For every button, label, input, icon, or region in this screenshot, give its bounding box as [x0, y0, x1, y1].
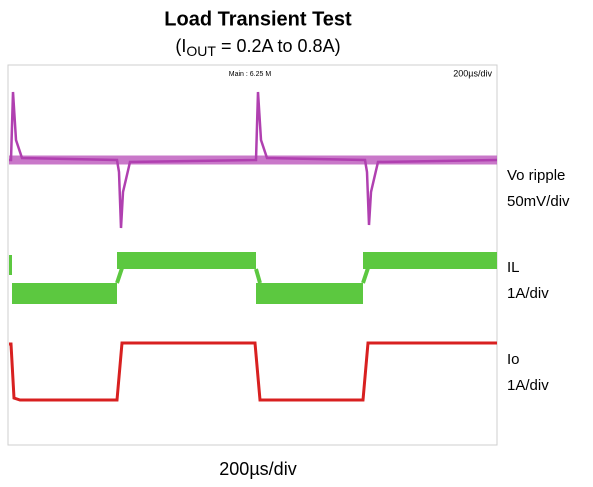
- vo-trace: [9, 91, 498, 229]
- footer: 200µs/div: [219, 459, 296, 479]
- trace-scale: 1A/div: [507, 377, 549, 394]
- subtitle: (IOUT = 0.2A to 0.8A): [175, 36, 340, 59]
- trace-name: Vo ripple: [507, 167, 565, 184]
- trace-scale: 1A/div: [507, 285, 549, 302]
- trace-scale: 50mV/div: [507, 193, 570, 210]
- il-trace: [9, 252, 497, 304]
- il-high: [117, 252, 256, 269]
- subtitle-suffix: = 0.2A to 0.8A): [216, 36, 341, 56]
- title: Load Transient Test: [164, 8, 352, 30]
- il-high: [9, 255, 12, 275]
- vo-line: [9, 91, 498, 229]
- il-low: [256, 283, 363, 304]
- il-high: [363, 252, 497, 269]
- scope-timebase: 200µs/div: [453, 68, 492, 78]
- il-low: [12, 283, 117, 304]
- scope-info: Main : 6.25 M: [229, 71, 272, 78]
- trace-name: IL: [507, 259, 520, 276]
- io-trace: [9, 341, 497, 402]
- subtitle-prefix: (I: [175, 36, 186, 56]
- subtitle-subscript: OUT: [186, 43, 216, 59]
- trace-name: Io: [507, 351, 520, 368]
- il-edges: [115, 267, 370, 284]
